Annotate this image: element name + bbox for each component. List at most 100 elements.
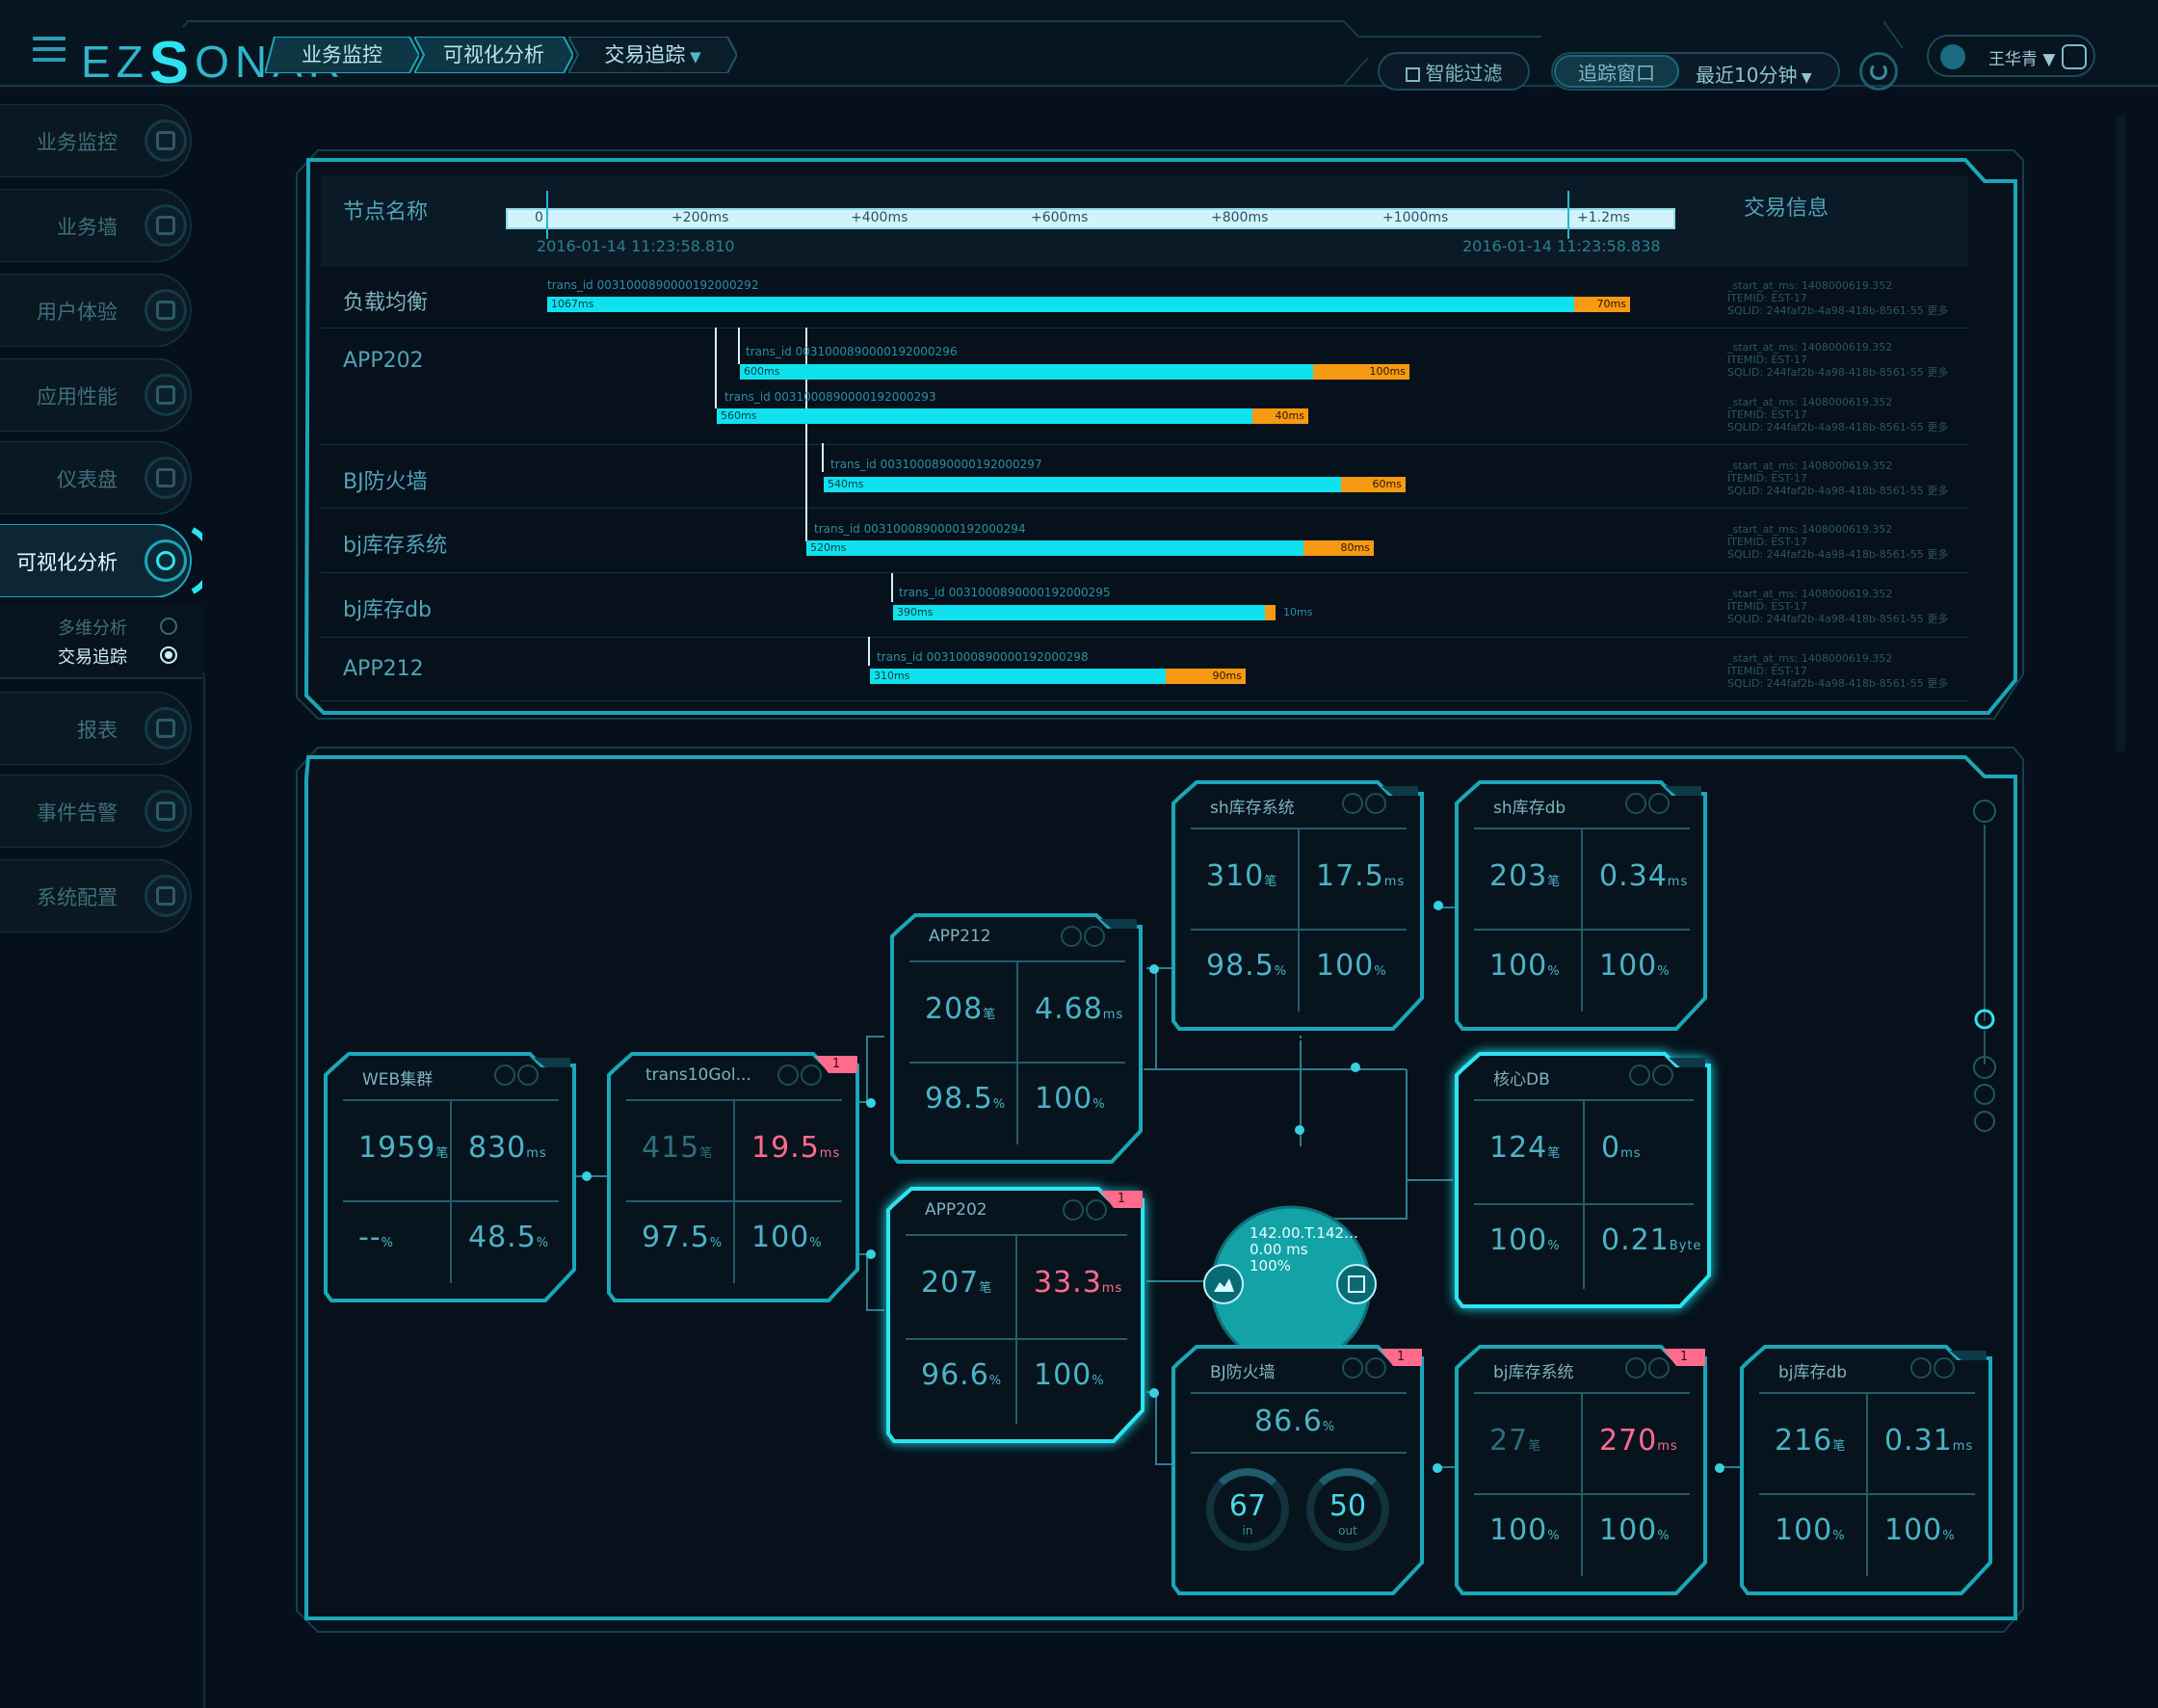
sidebar-item-report[interactable]: 报表 — [0, 692, 202, 765]
refresh-icon[interactable] — [1859, 52, 1898, 91]
timeline-end-handle[interactable] — [1567, 191, 1569, 239]
node-card-web[interactable]: WEB集群 1959笔 830ms --% 48.5% — [322, 1052, 580, 1304]
sidebar-item-ux[interactable]: 用户体验 — [0, 274, 202, 347]
report-icon — [145, 707, 187, 749]
node-card-bjdb[interactable]: bj库存db 216笔 0.31ms 100% 100% — [1738, 1345, 1996, 1597]
gear-icon — [145, 875, 187, 917]
node-card-app202[interactable]: APP202 1 207笔 33.3ms 96.6% 100% — [884, 1187, 1148, 1445]
detail-icon[interactable] — [1366, 1358, 1385, 1378]
more-link[interactable]: 更多 — [1927, 677, 1949, 690]
qr-grid-icon — [145, 204, 187, 247]
more-link[interactable]: 更多 — [1927, 421, 1949, 434]
breadcrumb-label: 交易追踪 — [604, 43, 686, 66]
connector-dot — [582, 1171, 592, 1181]
metric-value: 100% — [1599, 1513, 1671, 1547]
menu-icon[interactable] — [33, 37, 66, 62]
sidebar-item-visual[interactable]: 可视化分析 — [0, 524, 202, 597]
chart-icon[interactable] — [1343, 794, 1362, 813]
hub-node[interactable] — [1195, 1199, 1387, 1373]
detail-icon[interactable] — [1366, 794, 1385, 813]
sidebar-sub-trace[interactable]: 交易追踪 — [58, 647, 127, 668]
detail-icon[interactable] — [1087, 1200, 1106, 1220]
firewall-pct: 86.6% — [1254, 1405, 1336, 1438]
tick-label: +600ms — [1031, 210, 1089, 225]
chart-icon[interactable] — [778, 1065, 798, 1085]
call-connector — [868, 637, 870, 666]
trans-info: _start_at_ms: 1408000619.352 ITEMID: EST-… — [1727, 652, 1949, 690]
row-divider — [321, 700, 1968, 701]
trans-id: trans_id 0031000890000192000297 — [830, 458, 1042, 471]
more-link[interactable]: 更多 — [1927, 366, 1949, 379]
node-card-shdb[interactable]: sh库存db 203笔 0.34ms 100% 100% — [1453, 780, 1711, 1033]
sidebar-item-wall[interactable]: 业务墙 — [0, 189, 202, 262]
card-frame — [1171, 780, 1424, 1031]
breadcrumb-item-visual[interactable]: 可视化分析 — [414, 37, 573, 73]
chart-icon[interactable] — [1062, 927, 1081, 946]
more-link[interactable]: 更多 — [1927, 613, 1949, 625]
sidebar-item-settings[interactable]: 系统配置 — [0, 859, 202, 933]
metric-value: 27笔 — [1489, 1424, 1542, 1458]
node-card-bjsys[interactable]: bj库存系统 1 27笔 270ms 100% 100% — [1453, 1345, 1711, 1597]
tick-label: 0 — [535, 210, 543, 225]
sidebar-item-apm[interactable]: 应用性能 — [0, 358, 202, 432]
detail-icon[interactable] — [802, 1065, 821, 1085]
timeline-ruler[interactable]: 0 +200ms +400ms +600ms +800ms +1000ms +1… — [506, 208, 1675, 229]
node-card-app212[interactable]: APP212 208笔 4.68ms 98.5% 100% — [888, 913, 1146, 1166]
chart-icon[interactable] — [1064, 1200, 1083, 1220]
chart-icon[interactable] — [1343, 1358, 1362, 1378]
breadcrumb-item-monitor[interactable]: 业务监控 — [265, 37, 419, 73]
smart-filter-label: 智能过滤 — [1425, 62, 1503, 85]
timeline-start-handle[interactable] — [546, 191, 548, 239]
node-card-bjfw[interactable]: BJ防火墙 1 86.6% 67 in 50 out — [1170, 1345, 1428, 1597]
time-range-select[interactable]: 最近10分钟 ▼ — [1696, 60, 1812, 88]
chart-icon[interactable] — [1911, 1358, 1931, 1378]
gauge-out: 50 out — [1306, 1468, 1389, 1551]
breadcrumb-item-trace[interactable]: 交易追踪 ▼ — [568, 37, 737, 73]
metric-value: 96.6% — [921, 1358, 1003, 1392]
node-card-coredb[interactable]: 核心DB 124笔 0ms 100% 0.21Byte — [1453, 1052, 1715, 1310]
sidebar-sub-multidim[interactable]: 多维分析 — [58, 618, 127, 639]
detail-icon[interactable] — [1649, 1358, 1669, 1378]
detail-icon[interactable] — [1085, 927, 1104, 946]
chart-icon[interactable] — [1630, 1065, 1649, 1085]
more-link[interactable]: 更多 — [1927, 548, 1949, 561]
user-menu[interactable]: 王华青 ▼ — [1927, 35, 2095, 77]
alert-badge[interactable]: 1 — [1663, 1349, 1705, 1366]
breadcrumb-label: 可视化分析 — [443, 43, 544, 66]
smart-filter-toggle[interactable]: 智能过滤 — [1378, 52, 1530, 91]
logout-icon[interactable] — [2062, 44, 2087, 69]
trace-window-button[interactable]: 追踪窗口 — [1554, 55, 1679, 88]
gauge-icon — [145, 457, 187, 499]
radio-selected-icon[interactable] — [160, 646, 177, 664]
detail-icon[interactable] — [1653, 1065, 1672, 1085]
chart-icon[interactable] — [495, 1065, 514, 1085]
node-card-shsys[interactable]: sh库存系统 310笔 17.5ms 98.5% 100% — [1170, 780, 1428, 1033]
metric-value: 100% — [1599, 949, 1671, 983]
node-card-trans[interactable]: trans10Gol... 1 415笔 19.5ms 97.5% 100% — [605, 1052, 863, 1304]
alert-badge[interactable]: 1 — [815, 1056, 857, 1073]
metric-value: 203笔 — [1489, 859, 1562, 893]
row-name: bj库存系统 — [343, 534, 448, 558]
chart-icon[interactable] — [1626, 794, 1645, 813]
sidebar-item-dashboard[interactable]: 仪表盘 — [0, 441, 202, 514]
more-link[interactable]: 更多 — [1927, 485, 1949, 497]
call-connector — [738, 328, 740, 364]
more-link[interactable]: 更多 — [1927, 304, 1949, 317]
time-range-label: 最近10分钟 — [1696, 64, 1798, 87]
detail-icon[interactable] — [518, 1065, 538, 1085]
sidebar-item-label: 业务墙 — [57, 216, 118, 239]
alert-badge[interactable]: 1 — [1380, 1349, 1422, 1366]
radio-icon[interactable] — [160, 618, 177, 635]
monitor-icon — [145, 119, 187, 162]
detail-icon[interactable] — [1649, 794, 1669, 813]
detail-icon[interactable] — [1934, 1358, 1954, 1378]
metric-value: 100% — [1489, 1513, 1561, 1547]
top-bar: EZSONAR 业务监控 可视化分析 交易追踪 ▼ 智能过滤 追踪窗口 最近10… — [0, 0, 2158, 96]
trace-window-label: 追踪窗口 — [1578, 62, 1655, 85]
chart-icon[interactable] — [1626, 1358, 1645, 1378]
sidebar-item-alert[interactable]: 事件告警 — [0, 775, 202, 848]
sidebar-item-monitor[interactable]: 业务监控 — [0, 104, 202, 177]
metric-value: 207笔 — [921, 1266, 993, 1300]
connector-dot — [1433, 1463, 1442, 1473]
alert-badge[interactable]: 1 — [1100, 1191, 1143, 1208]
